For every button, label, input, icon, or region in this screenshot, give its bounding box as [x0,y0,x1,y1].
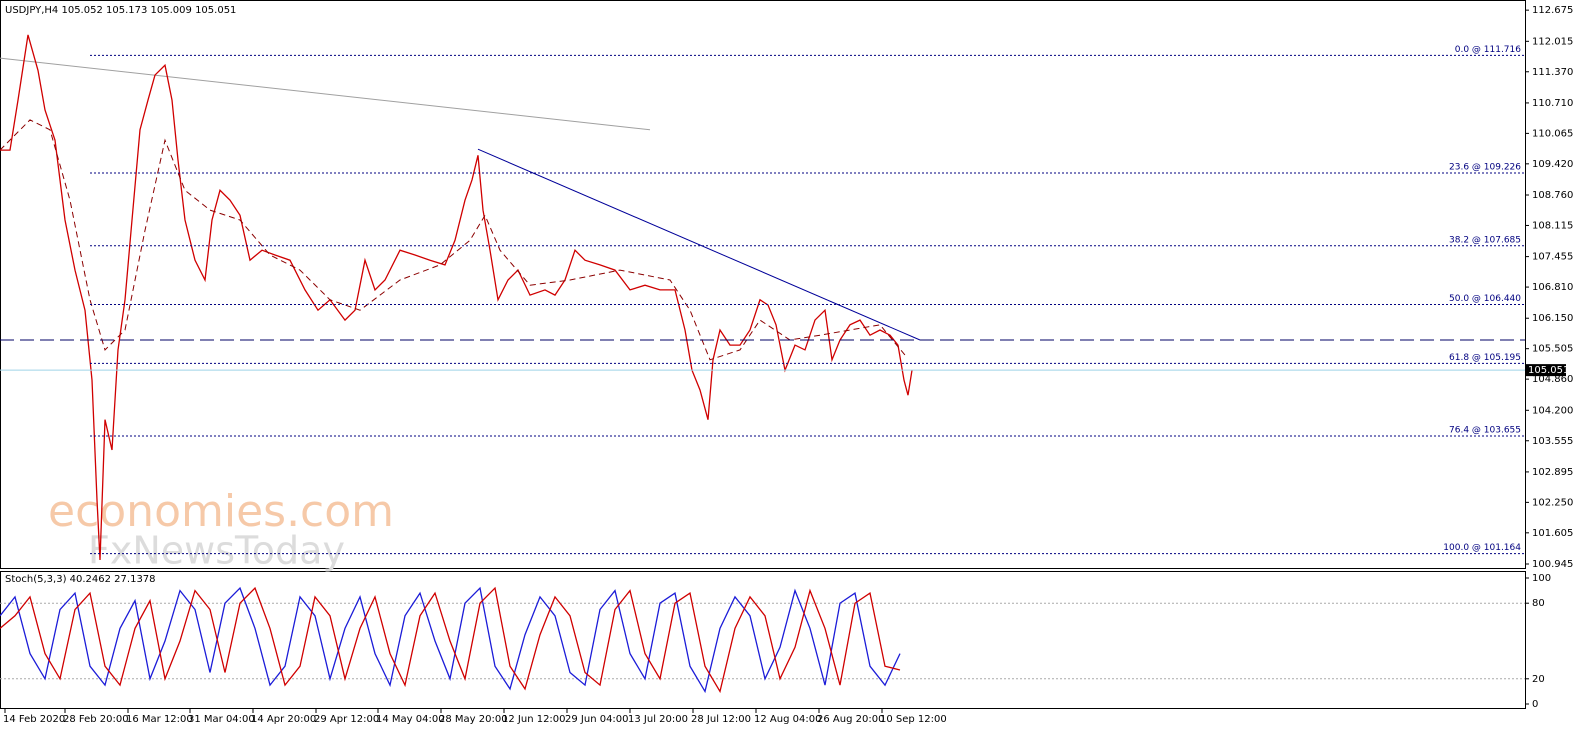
y-tick-label: 109.420 [1532,159,1573,170]
y-tick-label: 110.065 [1532,128,1573,139]
x-tick-label: 29 Apr 12:00 [314,714,379,725]
y-tick-label: 80 [1532,598,1545,609]
trendline [477,148,921,341]
y-tick-label: 106.810 [1532,282,1573,293]
y-tick-label: 106.150 [1532,313,1573,324]
last-price-label: 105.051 [1528,365,1569,376]
y-tick-label: 0 [1532,699,1538,710]
trendline [0,57,651,131]
x-tick-label: 13 Jul 20:00 [628,714,688,725]
indicator-title: Stoch(5,3,3) 40.2462 27.1378 [5,574,156,585]
x-tick-label: 28 Feb 20:00 [63,714,129,725]
x-tick-label: 14 Feb 2020 [3,714,65,725]
y-tick-label: 100.945 [1532,559,1573,570]
stoch-pane [0,571,1526,709]
x-tick-label: 28 May 20:00 [439,714,508,725]
y-tick-label: 107.455 [1532,252,1573,263]
x-tick-label: 16 Mar 12:00 [126,714,193,725]
last-price-box [1526,364,1566,377]
plot-area [0,34,921,561]
x-tick-label: 29 Jun 04:00 [565,714,629,725]
y-tick-label: 100 [1532,573,1551,584]
x-tick-label: 14 Apr 20:00 [251,714,316,725]
series-line [0,586,901,694]
watermark: FxNewsToday [88,529,345,573]
y-tick-label: 112.675 [1532,5,1573,16]
fib-label: 23.6 @ 109.226 [1449,162,1521,172]
fib-label: 50.0 @ 106.440 [1449,294,1521,304]
y-tick-label: 20 [1532,674,1545,685]
y-tick-label: 105.505 [1532,344,1573,355]
y-tick-label: 110.710 [1532,98,1573,109]
y-tick-label: 104.200 [1532,405,1573,416]
x-tick-label: 14 May 04:00 [376,714,445,725]
x-tick-label: 12 Aug 04:00 [754,714,821,725]
y-tick-label: 104.860 [1532,374,1573,385]
x-tick-label: 26 Aug 20:00 [817,714,884,725]
y-tick-label: 108.115 [1532,220,1573,231]
series-line [0,586,901,694]
watermark: economies.com [48,486,394,537]
x-tick-label: 28 Jul 12:00 [691,714,751,725]
x-tick-label: 31 Mar 04:00 [188,714,255,725]
price-pane [0,0,1526,569]
x-tick-label: 12 Jun 12:00 [502,714,566,725]
fib-label: 100.0 @ 101.164 [1443,543,1521,553]
fib-label: 0.0 @ 111.716 [1455,45,1522,55]
fib-label: 61.8 @ 105.195 [1449,353,1521,363]
y-tick-label: 103.555 [1532,436,1573,447]
x-tick-label: 10 Sep 12:00 [880,714,947,725]
fib-label: 76.4 @ 103.655 [1449,426,1521,436]
series-line [0,34,913,561]
y-tick-label: 102.250 [1532,497,1573,508]
chart-title: USDJPY,H4 105.052 105.173 105.009 105.05… [5,5,236,16]
y-tick-label: 112.015 [1532,36,1573,47]
y-tick-label: 111.370 [1532,67,1573,78]
y-tick-label: 102.895 [1532,467,1573,478]
fib-label: 38.2 @ 107.685 [1449,235,1521,245]
y-tick-label: 101.605 [1532,528,1573,539]
series-line [0,119,906,361]
y-tick-label: 108.760 [1532,190,1573,201]
